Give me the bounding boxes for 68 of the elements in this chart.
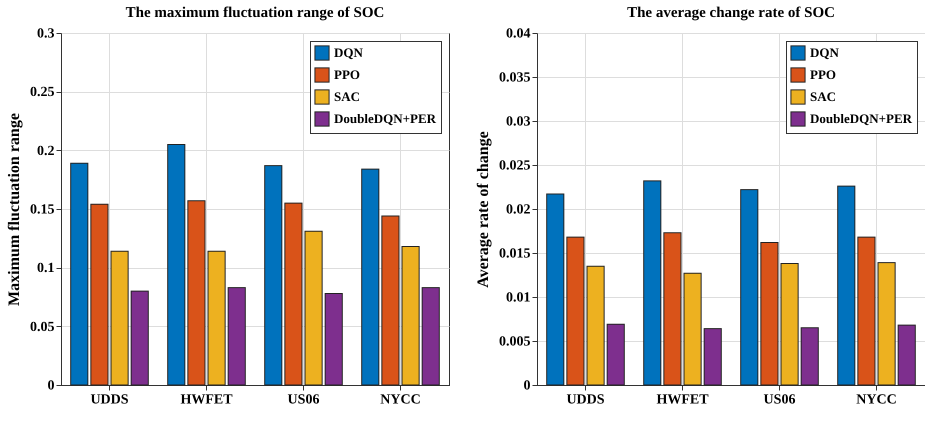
bar (760, 242, 778, 386)
bar (110, 250, 129, 386)
bar (381, 216, 400, 386)
bar (264, 165, 282, 386)
bar (800, 327, 819, 386)
bar (90, 204, 108, 386)
bar (422, 287, 440, 386)
y-tick-label: 0.005 (499, 334, 530, 350)
legend-label: SAC (810, 89, 836, 104)
legend-label: PPO (334, 67, 360, 82)
legend-label: DoubleDQN+PER (334, 111, 437, 126)
bar (208, 250, 226, 386)
legend-label: DQN (334, 45, 364, 60)
bar (740, 189, 758, 386)
chart-title: The average change rate of SOC (627, 5, 835, 21)
bar (898, 324, 916, 386)
y-tick-label: 0 (48, 378, 54, 394)
bar (546, 194, 564, 386)
y-tick-label: 0.04 (506, 26, 530, 42)
bar (684, 272, 702, 386)
bar (643, 180, 662, 386)
y-tick-label: 0.035 (499, 70, 530, 86)
y-tick-label: 0 (524, 378, 530, 394)
y-tick-label: 0.05 (30, 320, 54, 335)
bar (304, 230, 323, 386)
x-tick-label: NYCC (856, 392, 897, 408)
y-tick-label: 0.015 (499, 246, 530, 262)
bar (167, 144, 186, 386)
x-tick-label: US06 (288, 392, 320, 408)
bar (606, 324, 625, 386)
y-tick-label: 0.3 (37, 26, 54, 42)
y-tick-label: 0.025 (499, 158, 530, 174)
y-axis-title: Average rate of change (475, 131, 492, 288)
y-tick-label: 0.1 (37, 261, 54, 276)
bar (704, 328, 722, 386)
bar (187, 200, 206, 386)
bar (130, 290, 149, 386)
y-tick-label: 0.01 (506, 290, 530, 306)
bar (857, 236, 876, 386)
legend-label: DoubleDQN+PER (810, 111, 913, 126)
bar (780, 263, 799, 386)
bar (586, 266, 605, 386)
bar (284, 202, 302, 386)
legend-label: SAC (334, 89, 360, 104)
bar (402, 246, 420, 386)
bar (566, 236, 584, 386)
bar (878, 262, 896, 386)
x-tick-label: HWFET (656, 392, 710, 408)
y-tick-label: 0.03 (506, 114, 530, 130)
bar (228, 287, 246, 386)
y-tick-label: 0.15 (30, 202, 54, 218)
bar (70, 162, 88, 386)
legend-label: DQN (810, 45, 840, 60)
bar (837, 186, 856, 386)
bar (663, 232, 682, 386)
x-tick-label: US06 (764, 392, 796, 408)
y-axis-title: Maximum fluctuation range (6, 113, 23, 306)
x-tick-label: HWFET (180, 392, 234, 408)
bar (361, 168, 380, 386)
chart-title: The maximum fluctuation range of SOC (126, 5, 384, 21)
y-tick-label: 0.25 (30, 85, 54, 100)
bar (324, 292, 343, 386)
x-tick-label: UDDS (566, 392, 605, 408)
y-tick-label: 0.2 (37, 144, 54, 159)
x-tick-label: NYCC (380, 392, 421, 408)
x-tick-label: UDDS (90, 392, 129, 408)
y-tick-label: 0.02 (506, 202, 530, 218)
legend-label: PPO (810, 67, 836, 82)
